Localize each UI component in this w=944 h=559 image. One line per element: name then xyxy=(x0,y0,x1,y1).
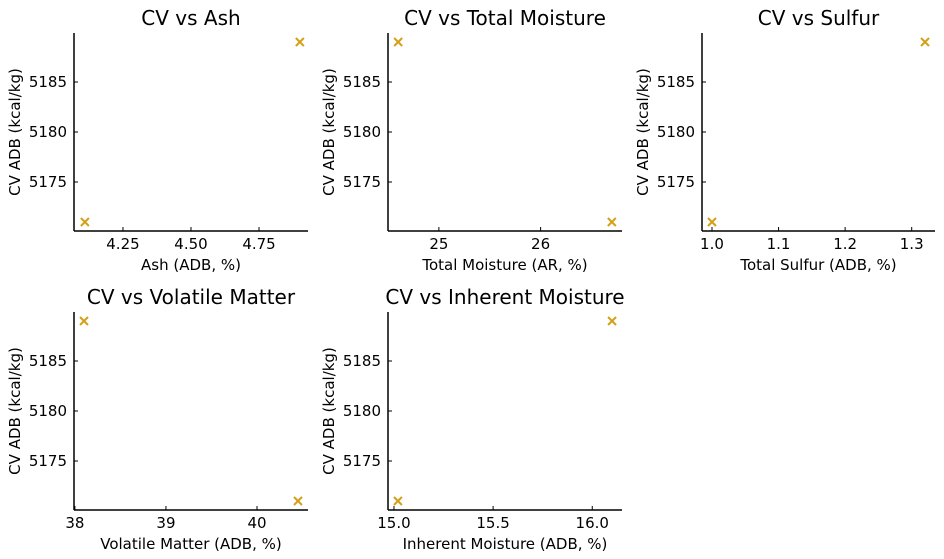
subplot-3: CV vs Sulfur 1.0 1.1 1.2 1.3 5175 5180 5185 Tota… xyxy=(634,6,935,274)
data-point xyxy=(80,217,90,227)
y-axis-label: CV ADB (kcal/kg) xyxy=(320,68,338,196)
subplot-4: CV vs Volatile Matter 38 39 40 5175 5180 5185 V… xyxy=(6,285,308,553)
subplot-1: CV vs Ash 4.25 4.50 4.75 5175 5180 5185 Ash (AD… xyxy=(6,6,308,274)
y-axis-label: CV ADB (kcal/kg) xyxy=(320,347,338,475)
data-point xyxy=(393,496,403,506)
data-point xyxy=(293,496,303,506)
data-point xyxy=(393,37,403,47)
chart-title: CV vs Sulfur xyxy=(758,6,880,30)
x-tick-label: 4.50 xyxy=(174,235,207,253)
chart-title: CV vs Ash xyxy=(141,6,240,30)
y-tick-label: 5175 xyxy=(343,173,381,191)
chart-title: CV vs Total Moisture xyxy=(404,6,606,30)
x-tick-label: 1.3 xyxy=(900,235,924,253)
y-axis-label: CV ADB (kcal/kg) xyxy=(6,68,24,196)
data-point xyxy=(920,37,930,47)
y-tick-label: 5180 xyxy=(343,123,381,141)
y-tick-label: 5185 xyxy=(29,73,67,91)
x-axis-label: Total Moisture (AR, %) xyxy=(421,256,587,274)
y-tick-label: 5175 xyxy=(657,173,695,191)
x-tick-label: 15.0 xyxy=(377,514,410,532)
y-tick-label: 5180 xyxy=(29,123,67,141)
x-tick-label: 39 xyxy=(156,514,175,532)
x-tick-label: 38 xyxy=(65,514,84,532)
subplot-5: CV vs Inherent Moisture 15.0 15.5 16.0 5175 5… xyxy=(320,285,625,553)
x-tick-label: 25 xyxy=(429,235,448,253)
subplot-2: CV vs Total Moisture 25 26 5175 5180 5185 Tota… xyxy=(320,6,622,274)
y-axis-label: CV ADB (kcal/kg) xyxy=(6,347,24,475)
data-point xyxy=(79,316,89,326)
chart-title: CV vs Volatile Matter xyxy=(87,285,296,309)
x-tick-label: 15.5 xyxy=(476,514,509,532)
data-point xyxy=(607,217,617,227)
y-tick-label: 5180 xyxy=(343,402,381,420)
x-tick-label: 40 xyxy=(247,514,266,532)
x-tick-label: 16.0 xyxy=(576,514,609,532)
x-axis-label: Volatile Matter (ADB, %) xyxy=(100,535,282,553)
x-tick-label: 1.1 xyxy=(767,235,791,253)
data-point xyxy=(607,316,617,326)
x-axis-label: Ash (ADB, %) xyxy=(141,256,241,274)
y-tick-label: 5180 xyxy=(657,123,695,141)
y-tick-label: 5185 xyxy=(657,73,695,91)
chart-title: CV vs Inherent Moisture xyxy=(385,285,624,309)
x-tick-label: 4.25 xyxy=(106,235,139,253)
x-tick-label: 1.0 xyxy=(700,235,724,253)
y-tick-label: 5175 xyxy=(343,452,381,470)
x-axis-label: Total Sulfur (ADB, %) xyxy=(739,256,896,274)
x-tick-label: 4.75 xyxy=(242,235,275,253)
x-axis-label: Inherent Moisture (ADB, %) xyxy=(403,535,608,553)
y-tick-label: 5175 xyxy=(29,173,67,191)
y-tick-label: 5185 xyxy=(343,73,381,91)
y-tick-label: 5185 xyxy=(29,352,67,370)
data-point xyxy=(295,37,305,47)
y-tick-label: 5180 xyxy=(29,402,67,420)
y-tick-label: 5185 xyxy=(343,352,381,370)
data-point xyxy=(707,217,717,227)
x-tick-label: 26 xyxy=(531,235,550,253)
y-tick-label: 5175 xyxy=(29,452,67,470)
y-axis-label: CV ADB (kcal/kg) xyxy=(634,68,652,196)
x-tick-label: 1.2 xyxy=(833,235,857,253)
